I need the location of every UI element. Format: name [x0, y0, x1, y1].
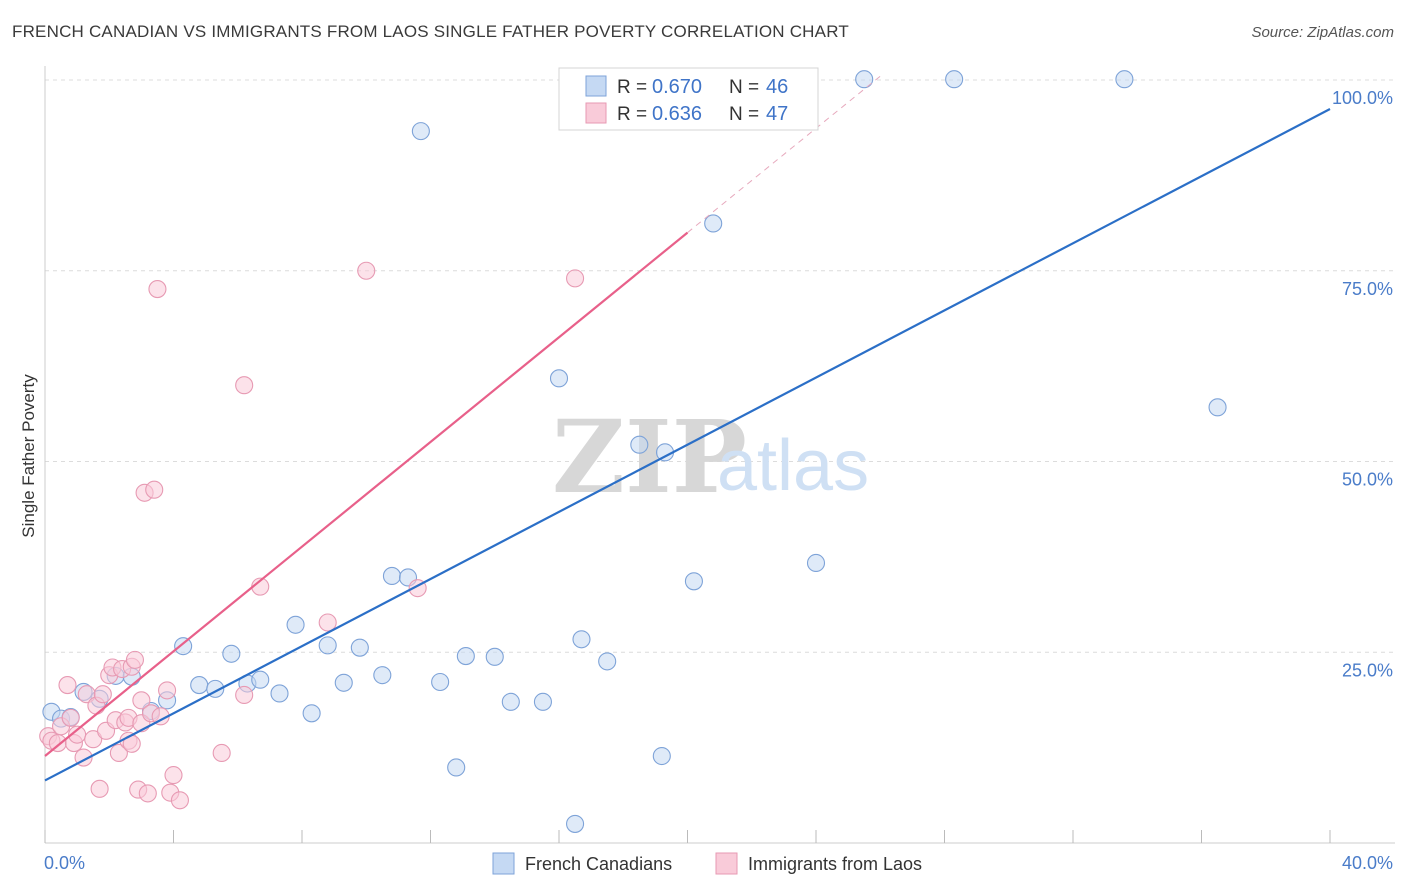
x-tick-label-40: 40.0% [1342, 853, 1393, 873]
french-canadian-point-34 [598, 652, 617, 671]
french-canadian-point-28 [485, 647, 504, 666]
correlation-legend: R = 0.670 N = 46 R = 0.636 N = 47 [558, 67, 819, 131]
laos-point-43 [318, 613, 337, 632]
y-tick-label-75: 75.0% [1342, 279, 1393, 299]
laos-point-33 [148, 280, 167, 299]
laos-point-25 [125, 650, 144, 669]
french-canadian-point-39 [704, 214, 723, 233]
french-canadian-trend-line [44, 108, 1331, 782]
laos-point-39 [212, 743, 231, 763]
french-canadian-point-32 [566, 814, 585, 833]
trend-layer [44, 75, 1331, 782]
y-tick-label-50: 50.0% [1342, 470, 1393, 490]
y-tick-label-25: 25.0% [1342, 660, 1393, 680]
french-canadian-point-12 [222, 644, 241, 663]
series-legend-label-immigrants-from-laos: Immigrants from Laos [748, 854, 922, 874]
laos-point-4 [58, 676, 77, 695]
x-tick-label-0: 0.0% [44, 853, 85, 873]
laos-point-30 [138, 784, 157, 803]
french-canadian-point-30 [533, 692, 552, 711]
legend-n-value-1: 46 [766, 76, 788, 98]
french-canadian-point-41 [806, 553, 826, 573]
series-legend: French Canadians Immigrants from Laos [492, 852, 922, 875]
french-canadian-point-26 [447, 758, 466, 777]
watermark-zip: ZIP [552, 398, 747, 516]
laos-point-27 [132, 691, 151, 710]
laos-point-5 [61, 708, 80, 727]
french-canadian-point-43 [945, 70, 964, 89]
french-canadian-point-29 [501, 692, 520, 711]
french-canadian-point-24 [411, 122, 430, 141]
french-canadian-point-18 [318, 636, 337, 655]
laos-point-44 [357, 261, 376, 280]
source-label: Source: ZipAtlas.com [1251, 24, 1394, 41]
watermark: ZIP atlas [552, 398, 869, 516]
french-canadian-point-27 [456, 647, 475, 666]
legend-r-value-2: 0.636 [652, 103, 702, 125]
y-tick-label-100: 100.0% [1332, 88, 1393, 108]
legend-n-label-1: N = [729, 77, 759, 98]
laos-point-35 [158, 681, 177, 700]
legend-swatch-french-canadians [585, 75, 607, 97]
series-legend-swatch-french-canadians [492, 852, 515, 875]
french-canadian-point-25 [431, 672, 450, 692]
series-legend-label-french-canadians: French Canadians [525, 854, 672, 874]
laos-point-32 [145, 480, 164, 499]
laos-point-37 [164, 766, 183, 785]
french-canadian-point-15 [270, 684, 289, 703]
laos-point-12 [90, 779, 109, 798]
laos-point-38 [170, 791, 189, 810]
laos-point-41 [235, 685, 254, 705]
french-canadian-point-45 [1208, 398, 1227, 417]
french-canadian-point-17 [302, 704, 321, 723]
laos-trend-extension [687, 75, 881, 233]
french-canadian-point-16 [286, 615, 305, 634]
laos-point-40 [235, 376, 254, 395]
laos-point-18 [109, 743, 128, 763]
french-canadian-point-10 [190, 676, 209, 695]
legend-n-label-2: N = [729, 104, 759, 125]
french-canadian-point-44 [1115, 70, 1134, 89]
french-canadian-point-21 [373, 666, 392, 685]
points-layer [39, 70, 1227, 833]
legend-r-label-2: R = [617, 104, 647, 125]
laos-point-13 [93, 685, 112, 704]
french-canadian-point-14 [251, 670, 270, 689]
french-canadian-point-35 [630, 435, 649, 454]
legend-r-value-1: 0.670 [652, 76, 702, 98]
y-axis-label: Single Father Poverty [19, 374, 38, 538]
chart-title: FRENCH CANADIAN VS IMMIGRANTS FROM LAOS … [12, 22, 849, 41]
legend-swatch-immigrants-from-laos [585, 102, 607, 124]
tick-layer: 25.0% 50.0% 75.0% 100.0% 0.0% 40.0% [44, 88, 1393, 873]
legend-r-label-1: R = [617, 77, 647, 98]
french-canadian-point-22 [382, 566, 402, 586]
watermark-atlas: atlas [717, 426, 869, 506]
french-canadian-point-36 [652, 746, 671, 766]
french-canadian-point-19 [334, 673, 353, 692]
series-legend-swatch-immigrants-from-laos [715, 852, 738, 875]
french-canadian-point-9 [174, 637, 193, 656]
french-canadian-point-20 [350, 638, 369, 657]
legend-n-value-2: 47 [766, 103, 788, 125]
laos-trend-line [44, 231, 689, 757]
french-canadian-point-38 [684, 572, 703, 591]
laos-point-10 [84, 730, 103, 749]
french-canadian-point-31 [549, 369, 569, 388]
french-canadian-point-42 [855, 70, 874, 89]
french-canadian-point-33 [572, 630, 591, 649]
laos-point-46 [566, 269, 585, 288]
